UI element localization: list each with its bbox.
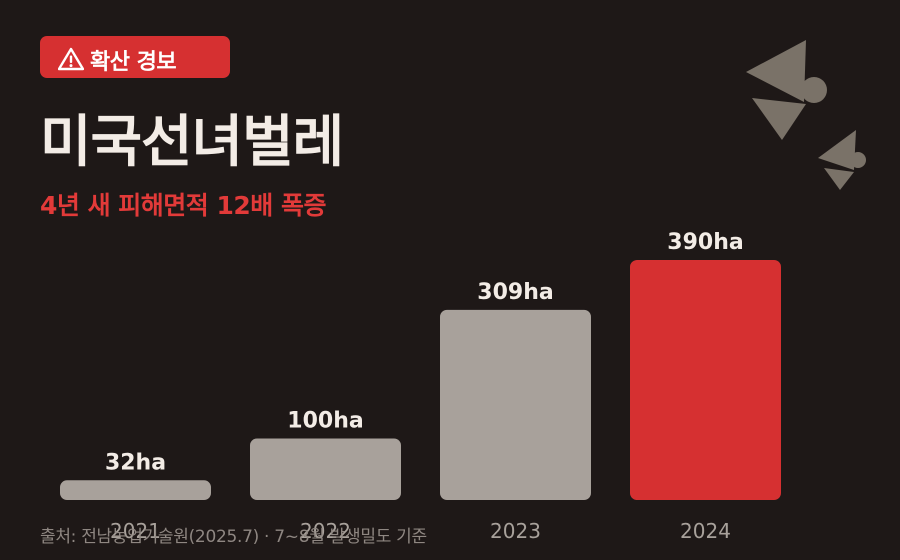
value-label-2024: 390ha (667, 230, 743, 255)
bar-2021 (60, 480, 211, 500)
value-label-2023: 309ha (477, 280, 553, 305)
x-tick-2023: 2023 (490, 519, 541, 543)
bar-2022 (250, 438, 401, 500)
page-subtitle: 4년 새 피해면적 12배 폭증 (40, 191, 327, 220)
x-tick-2024: 2024 (680, 519, 731, 543)
x-tick-2022: 2022 (300, 519, 351, 543)
alert-badge-label: 확산 경보 (90, 50, 177, 75)
source-note: 출처: 전남농업기술원(2025.7) · 7~8월 발생밀도 기준 (40, 527, 427, 547)
warning-triangle-icon (58, 47, 84, 71)
planthopper-illustration (746, 40, 866, 190)
bar-2024 (630, 260, 781, 500)
value-label-2021: 32ha (105, 450, 166, 475)
x-tick-2021: 2021 (110, 519, 161, 543)
value-label-2022: 100ha (287, 408, 363, 433)
page-title: 미국선녀벌레 (40, 110, 344, 175)
alert-badge: 확산 경보 (40, 36, 230, 78)
bar-2023 (440, 309, 591, 500)
